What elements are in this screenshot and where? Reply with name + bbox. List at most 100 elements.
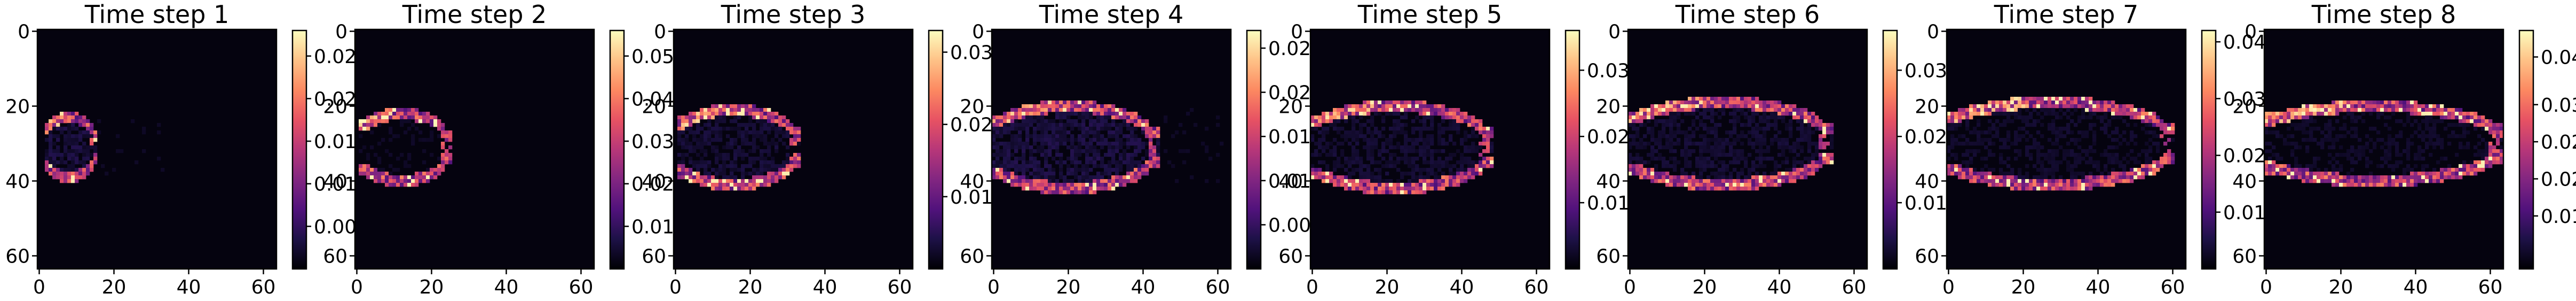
heatmap-cell (2455, 168, 2459, 172)
heatmap-cell (1706, 175, 1711, 180)
heatmap-cell (2003, 179, 2007, 183)
heatmap-cell (2100, 108, 2104, 112)
heatmap-cell (1706, 183, 1711, 187)
heatmap-cell (2328, 175, 2332, 180)
heatmap-cell (1426, 168, 1431, 172)
heatmap-cell (2010, 119, 2014, 124)
heatmap-cell (1048, 164, 1052, 168)
heatmap-cell (1796, 115, 1800, 120)
heatmap-cell (1770, 172, 1774, 176)
heatmap-cell (2429, 153, 2433, 157)
heatmap-cell (1423, 101, 1427, 105)
heatmap-cell (2324, 175, 2328, 180)
heatmap-cell (737, 123, 741, 127)
heatmap-cell (730, 108, 734, 112)
heatmap-cell (748, 149, 753, 153)
heatmap-cell (2436, 142, 2440, 146)
heatmap-cell (1669, 157, 1673, 161)
heatmap-cell (1800, 123, 1804, 127)
heatmap-cell (1044, 157, 1048, 161)
heatmap-cell (1677, 123, 1681, 127)
heatmap-cell (2111, 183, 2115, 187)
heatmap-cell (1688, 134, 1692, 138)
heatmap-cell (404, 130, 408, 135)
heatmap-cell (2500, 153, 2504, 157)
heatmap-cell (2436, 104, 2440, 109)
heatmap-cell (1078, 108, 1082, 112)
heatmap-cell (1070, 134, 1074, 138)
heatmap-cell (2346, 104, 2351, 109)
heatmap-cell (1755, 108, 1759, 112)
heatmap-cell (1310, 115, 1315, 120)
heatmap-cell (1950, 138, 1955, 142)
heatmap-cell (1669, 134, 1673, 138)
heatmap-cell (2040, 187, 2044, 191)
heatmap-cell (745, 183, 749, 187)
heatmap-cell (2451, 108, 2455, 112)
heatmap-cell (1777, 153, 1782, 157)
heatmap-cell (1111, 157, 1116, 161)
heatmap-cell (2119, 175, 2123, 180)
heatmap-cell (2085, 134, 2089, 138)
heatmap-cell (1370, 119, 1374, 124)
heatmap-cell (1310, 172, 1315, 176)
heatmap-cell (704, 160, 708, 165)
heatmap-cell (2145, 119, 2149, 124)
heatmap-cell (433, 172, 438, 176)
heatmap-cell (49, 127, 53, 131)
heatmap-cell (1995, 119, 2000, 124)
heatmap-cell (2003, 160, 2007, 165)
heatmap-cell (1785, 175, 1789, 180)
heatmap-cell (2130, 175, 2134, 180)
heatmap-cell (1695, 164, 1700, 168)
heatmap-cell (1774, 127, 1778, 131)
heatmap-cell (1770, 112, 1774, 116)
heatmap-cell (64, 142, 68, 146)
heatmap-cell (2298, 164, 2302, 168)
heatmap-cell (2025, 175, 2029, 180)
heatmap-cell (2403, 175, 2407, 180)
heatmap-cell (1089, 190, 1093, 195)
heatmap-cell (1430, 134, 1434, 138)
x-tick-label: 60 (1524, 276, 1549, 298)
heatmap-cell (2290, 153, 2295, 157)
heatmap-cell (1419, 134, 1423, 138)
heatmap-cell (1408, 108, 1412, 112)
heatmap-cell (2122, 175, 2127, 180)
heatmap-cell (1055, 179, 1060, 183)
heatmap-cell (1658, 138, 1662, 142)
heatmap-cell (1037, 160, 1041, 165)
heatmap-cell (1111, 130, 1116, 135)
heatmap-cell (1452, 183, 1457, 187)
heatmap-cell (737, 183, 741, 187)
heatmap-cell (696, 115, 700, 120)
heatmap-cell (995, 145, 1000, 150)
y-tick-label: 60 (960, 246, 984, 268)
heatmap-cell (715, 149, 719, 153)
heatmap-cell (1733, 157, 1737, 161)
heatmap-cell (1141, 145, 1145, 150)
heatmap-cell (2440, 142, 2444, 146)
heatmap-cell (2081, 157, 2085, 161)
heatmap-cell (1389, 183, 1393, 187)
heatmap-cell (2003, 119, 2007, 124)
heatmap-cell (1096, 127, 1101, 131)
heatmap-cell (2066, 108, 2071, 112)
heatmap-cell (1632, 164, 1636, 168)
heatmap-cell (1322, 160, 1326, 165)
heatmap-cell (1437, 130, 1442, 135)
heatmap-cell (1205, 149, 1209, 153)
heatmap-cell (1322, 115, 1326, 120)
heatmap-cell (1755, 142, 1759, 146)
heatmap-cell (1044, 190, 1048, 195)
heatmap-cell (2066, 187, 2071, 191)
heatmap-cell (2018, 138, 2022, 142)
heatmap-cell (2317, 104, 2321, 109)
heatmap-cell (1344, 108, 1348, 112)
heatmap-cell (1111, 160, 1116, 165)
heatmap-cell (1007, 112, 1011, 116)
heatmap-cell (1479, 157, 1483, 161)
heatmap-cell (1014, 149, 1018, 153)
heatmap-cell (82, 175, 86, 180)
heatmap-cell (1984, 145, 1988, 150)
